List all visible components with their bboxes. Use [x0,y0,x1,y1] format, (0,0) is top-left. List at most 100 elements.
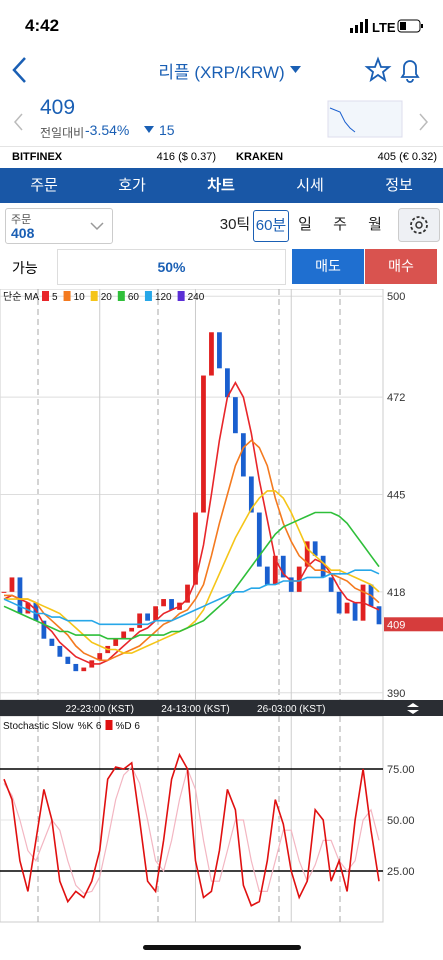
candle [1,591,7,593]
candle [81,667,87,672]
candle [304,541,310,567]
current-price: 409 [40,96,76,119]
x-tick-label: 26-03:00 (KST) [257,704,325,715]
y-tick-label: 472 [387,392,405,404]
legend-label: 60 [128,292,140,303]
y-tick-label: 50.00 [387,815,415,827]
y-tick-label: 445 [387,490,405,502]
candle [137,613,143,628]
ma-line [3,381,380,665]
alert-button[interactable] [400,60,420,83]
candle [256,512,262,567]
tab[interactable]: 정보 [385,177,413,194]
candle [217,332,222,369]
candle [376,606,382,625]
legend-title: 단순 MA [3,291,40,303]
interval-button[interactable]: 월 [368,216,382,233]
legend-swatch [90,291,98,301]
exchange-price: 416 ($ 0.37) [156,151,216,163]
candle [209,332,214,376]
nav-icons [12,56,420,83]
network: LTE [372,20,396,35]
legend-label: 5 [52,292,58,303]
tab[interactable]: 주문 [30,177,58,194]
candle [225,368,230,398]
legend-title: Stochastic Slow [3,721,74,732]
favorite-button[interactable] [364,56,392,83]
tab-bar [0,168,443,203]
tab-selected[interactable]: 차트 [207,177,235,194]
candle [25,602,31,614]
legend-swatch [117,291,125,301]
stoch-line [3,752,380,907]
candle [33,602,39,621]
candle [113,638,119,646]
buy-button[interactable]: 매수 [365,249,437,284]
ma-line [3,511,380,640]
change-abs: 15 [159,122,175,138]
y-tick-label: 75.00 [387,764,415,776]
y-tick-label: 390 [387,688,405,700]
home-indicator [143,945,301,950]
order-value: 408 [11,225,35,241]
ma-line [4,439,380,662]
candle [320,555,326,578]
exchange-name: BITFINEX [12,151,63,163]
candle [185,584,190,603]
status-time: 4:42 [25,16,60,35]
candle [49,638,55,646]
legend-swatch [63,291,71,301]
axis-toggle [407,710,419,714]
order-select[interactable]: 주문 408 [5,208,113,244]
candle [129,627,135,632]
last-price-tag [384,617,443,632]
tab[interactable]: 호가 [118,177,146,194]
legend-label: %D 6 [116,721,141,732]
candle [264,566,270,585]
exchange-name: KRAKEN [236,151,284,163]
ratio-input[interactable]: 50% [57,249,286,285]
candle [296,566,302,592]
quote-decor [14,100,428,138]
candle [153,606,158,621]
chart-area: 390 418 445 472 500 22-23:00 (KST) 24-13:00 (K… [0,289,443,923]
y-tick-label: 25.00 [387,866,415,878]
last-price-label: 409 [387,619,405,631]
exchange-price: 405 (€ 0.32) [377,151,437,163]
interval-button[interactable]: 주 [333,216,347,233]
candle [65,656,71,664]
candle [232,397,238,434]
legend-swatch [105,720,113,730]
candle [9,577,15,592]
candle [169,599,174,610]
candle [240,433,246,477]
back-button[interactable] [12,57,26,83]
legend-label: 10 [74,292,86,303]
candle [97,653,103,661]
status-icons: LTE [350,19,423,35]
candle [121,631,127,639]
interval-button[interactable]: 30틱 [219,216,251,233]
sell-button[interactable]: 매도 [292,249,364,284]
y-tick-label: 500 [387,291,405,303]
candle [336,591,342,614]
settings-button[interactable] [398,208,440,242]
x-axis-bar [0,700,443,716]
candle [193,512,198,585]
candle [272,555,278,585]
interval-button[interactable]: 일 [298,216,312,233]
candle [328,577,334,592]
candle [161,599,166,607]
candle [288,577,294,592]
legend-swatch [177,291,185,301]
candle [312,541,318,556]
y-tick-label: 418 [387,587,405,599]
tab[interactable]: 시세 [296,177,324,194]
candle [280,555,286,578]
candle [145,613,151,621]
interval-selected[interactable]: 60분 [253,210,289,242]
change-pct: -3.54% [85,122,130,138]
page-title[interactable]: 리플 (XRP/KRW) [158,63,285,82]
legend-label: 240 [188,292,205,303]
